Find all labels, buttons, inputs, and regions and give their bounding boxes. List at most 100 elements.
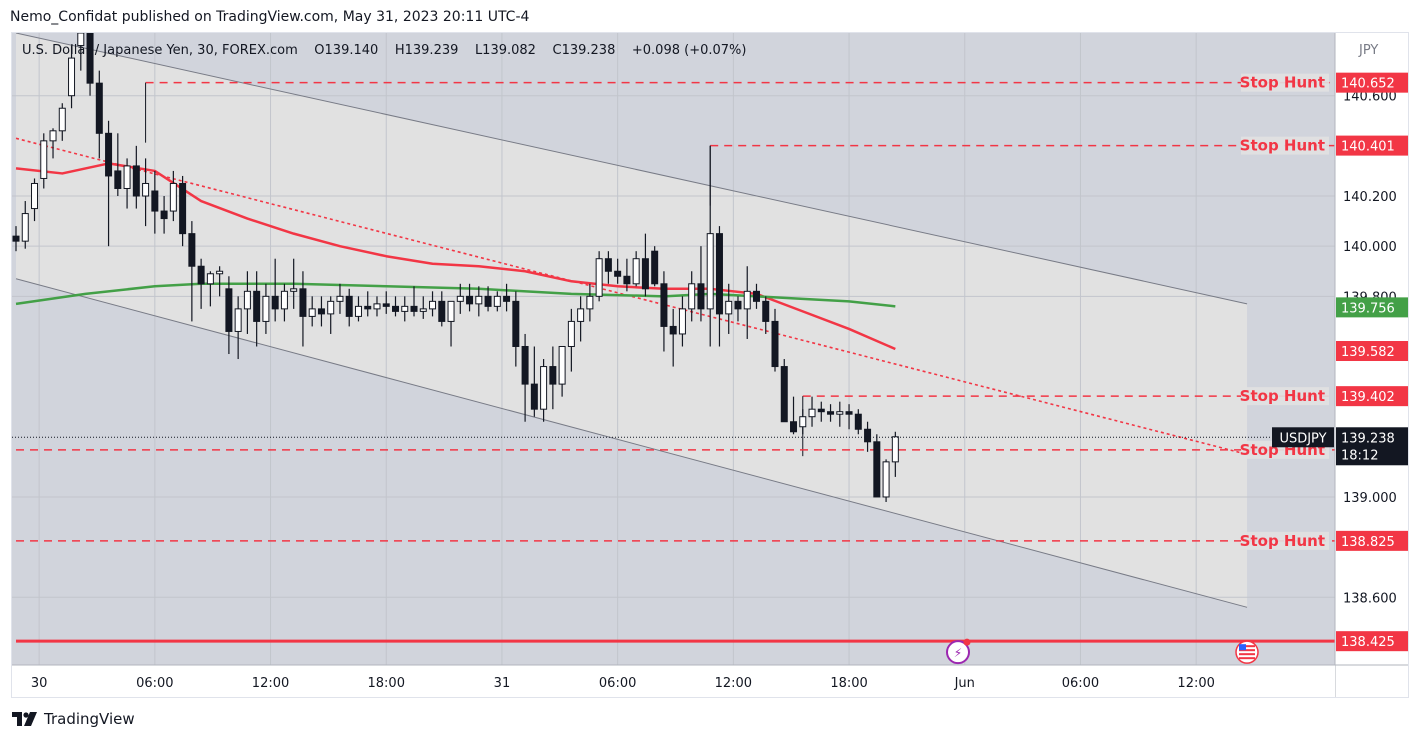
chart-pane[interactable]: Stop Hunt Stop Hunt Stop Hunt Stop Hunt Stop…	[11, 32, 1409, 698]
candle	[771, 308, 779, 372]
candle-body-down	[484, 295, 492, 307]
level-price-badge	[1336, 530, 1408, 551]
candle-body-up	[688, 283, 696, 310]
level-label-bg	[1241, 73, 1329, 92]
candle-body-down	[530, 383, 538, 410]
candle-body-down	[623, 275, 631, 285]
candle-body-up	[725, 300, 733, 315]
currency-label: JPY	[1358, 43, 1378, 58]
candle	[447, 300, 455, 347]
candle	[882, 459, 890, 502]
candle-body-up	[49, 130, 57, 142]
level-price-label: 140.401	[1341, 140, 1395, 155]
candle-body-down	[660, 283, 668, 327]
candle	[188, 221, 196, 322]
x-tick-label: 18:00	[830, 676, 867, 691]
current-price-badge	[1336, 427, 1408, 466]
candle	[345, 288, 353, 327]
candle-body-down	[271, 295, 279, 310]
ma-price-badge	[1336, 297, 1408, 318]
level-price-badge	[1336, 72, 1408, 93]
candle	[595, 251, 603, 302]
y-tick-label: 139.000	[1343, 491, 1397, 506]
candle-body-up	[234, 308, 242, 332]
candle-body-up	[401, 305, 409, 312]
candle-body-up	[429, 300, 437, 310]
candle-body-down	[12, 235, 20, 242]
candle-body-up	[456, 295, 464, 302]
candle-body-down	[503, 295, 511, 302]
candle	[58, 103, 66, 141]
candle-body-down	[392, 305, 400, 312]
level-price-badge	[1336, 631, 1408, 652]
candle-body-down	[521, 345, 529, 385]
candle	[493, 291, 501, 312]
candle	[790, 396, 798, 435]
candle-body-up	[169, 182, 177, 212]
candle	[438, 291, 446, 327]
symbol-badge	[1272, 427, 1334, 448]
stop-hunt-label: Stop Hunt	[1240, 137, 1325, 155]
candle-body-up	[632, 258, 640, 285]
candle	[604, 251, 612, 284]
legend-open: O139.140	[314, 43, 379, 58]
candle-body-down	[752, 290, 760, 302]
legend-symbol[interactable]: U.S. Dollar / Japanese Yen, 30, FOREX.co…	[22, 43, 298, 58]
level-price-label: 138.825	[1341, 535, 1395, 550]
candle-body-up	[68, 57, 76, 97]
stop-hunt-label: Stop Hunt	[1240, 74, 1325, 92]
candle-body-down	[845, 411, 853, 415]
candle-body-up	[567, 320, 575, 347]
candle-body-down	[317, 308, 325, 315]
candle-body-down	[364, 305, 372, 310]
candle	[271, 258, 279, 322]
candle	[762, 296, 770, 334]
candle-body-down	[780, 366, 788, 423]
legend-low: L139.082	[474, 43, 536, 58]
candle-body-up	[40, 140, 48, 179]
flag-stripe	[1239, 645, 1255, 648]
x-tick-label: Jun	[954, 676, 975, 691]
candle-body-up	[327, 300, 335, 315]
candle	[734, 296, 742, 322]
y-tick-label: 140.200	[1343, 190, 1397, 205]
symbol-badge-label: USDJPY	[1279, 431, 1326, 446]
candle	[836, 401, 844, 427]
candle	[854, 409, 862, 435]
trendline-2	[15, 137, 1248, 456]
candle	[651, 246, 659, 287]
candle	[512, 291, 520, 367]
lightning-circle	[946, 640, 970, 665]
candle	[503, 283, 511, 312]
legend-close: C139.238	[552, 43, 616, 58]
candle	[86, 33, 94, 96]
candle	[808, 396, 816, 427]
candle-body-down	[151, 190, 159, 212]
lightning-icon: ⚡	[954, 646, 962, 660]
candle-body-down	[641, 258, 649, 290]
candle	[864, 421, 872, 452]
candle	[327, 296, 335, 334]
candle-body-down	[697, 283, 705, 310]
flag-stripe	[1239, 649, 1255, 652]
candle	[873, 434, 881, 498]
candle	[243, 271, 251, 334]
candle-body-down	[410, 305, 418, 312]
candle-body-up	[882, 461, 890, 498]
brand-name: TradingView	[44, 710, 135, 728]
candle-body-down	[854, 413, 862, 430]
flag-stripe	[1239, 653, 1255, 656]
candle	[12, 226, 20, 252]
tradingview-brand[interactable]: TradingView	[12, 710, 135, 728]
x-tick-label: 18:00	[368, 676, 405, 691]
candle-body-up	[836, 411, 844, 415]
us-flag-event-icon	[1235, 640, 1259, 664]
candle-body-down	[827, 411, 835, 415]
candle	[752, 283, 760, 309]
candle-body-down	[651, 250, 659, 285]
level-price-label: 138.425	[1341, 635, 1395, 650]
candle	[336, 283, 344, 314]
candle-body-down	[105, 132, 113, 177]
candle	[299, 271, 307, 347]
